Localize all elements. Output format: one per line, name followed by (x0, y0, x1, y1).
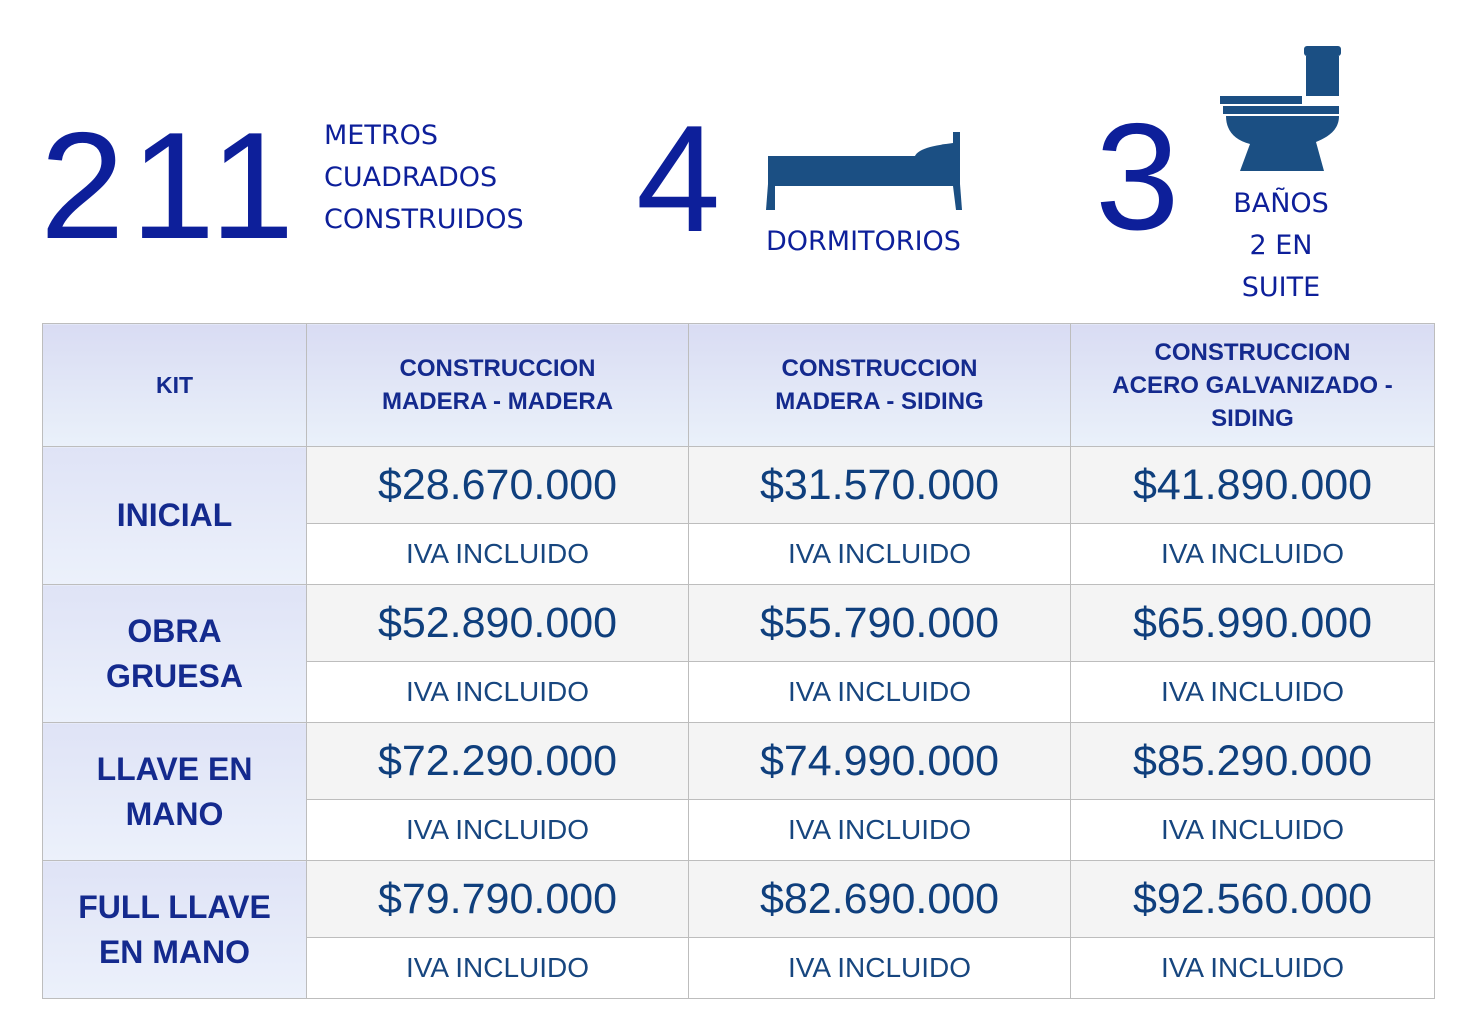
tax-note: IVA INCLUIDO (306, 937, 689, 999)
table-row: OBRA GRUESA $52.890.000 $55.790.000 $65.… (42, 584, 1435, 723)
header-madera-madera: CONSTRUCCION MADERA - MADERA (306, 323, 689, 447)
table-row: INICIAL $28.670.000 $31.570.000 $41.890.… (42, 446, 1435, 585)
tax-note: IVA INCLUIDO (688, 799, 1071, 861)
price-cell: $55.790.000 (688, 584, 1071, 662)
tax-note: IVA INCLUIDO (688, 937, 1071, 999)
bathrooms-label-line: SUITE (1241, 272, 1321, 303)
price-table: KIT CONSTRUCCION MADERA - MADERA CONSTRU… (42, 323, 1435, 999)
tax-note: IVA INCLUIDO (306, 523, 689, 585)
table-row: LLAVE EN MANO $72.290.000 $74.990.000 $8… (42, 722, 1435, 861)
table-header-row: KIT CONSTRUCCION MADERA - MADERA CONSTRU… (42, 323, 1435, 447)
area-label-line: CONSTRUIDOS (324, 204, 524, 235)
table-row: FULL LLAVE EN MANO $79.790.000 $82.690.0… (42, 860, 1435, 999)
table-row: IVA INCLUIDO IVA INCLUIDO IVA INCLUIDO (43, 523, 1435, 585)
area-label-line: CUADRADOS (324, 162, 498, 193)
toilet-icon (1220, 46, 1341, 171)
header-kit: KIT (42, 323, 307, 447)
price-cell: $72.290.000 (306, 722, 689, 800)
price-cell: $92.560.000 (1070, 860, 1435, 938)
tax-note: IVA INCLUIDO (306, 799, 689, 861)
header-madera-siding: CONSTRUCCION MADERA - SIDING (688, 323, 1071, 447)
bed-icon (766, 132, 962, 210)
tax-note: IVA INCLUIDO (1070, 799, 1435, 861)
price-cell: $28.670.000 (306, 446, 689, 524)
bedrooms-value: 4 (636, 94, 723, 264)
bathrooms-label-line: BAÑOS (1233, 188, 1329, 219)
bathrooms-label-line: 2 EN (1249, 230, 1313, 261)
table-row: IVA INCLUIDO IVA INCLUIDO IVA INCLUIDO (43, 661, 1435, 723)
tax-note: IVA INCLUIDO (1070, 523, 1435, 585)
header-acero-siding: CONSTRUCCION ACERO GALVANIZADO - SIDING (1070, 323, 1435, 447)
area-label-line: METROS (324, 120, 438, 151)
area-value: 211 (40, 101, 301, 271)
price-cell: $85.290.000 (1070, 722, 1435, 800)
tax-note: IVA INCLUIDO (688, 523, 1071, 585)
tax-note: IVA INCLUIDO (1070, 661, 1435, 723)
price-cell: $82.690.000 (688, 860, 1071, 938)
bathrooms-label: BAÑOS 2 EN SUITE (1212, 183, 1350, 309)
bathrooms-value: 3 (1095, 92, 1182, 262)
price-cell: $74.990.000 (688, 722, 1071, 800)
table-row: IVA INCLUIDO IVA INCLUIDO IVA INCLUIDO (43, 799, 1435, 861)
tax-note: IVA INCLUIDO (1070, 937, 1435, 999)
bedrooms-label: DORMITORIOS (766, 226, 961, 257)
price-cell: $31.570.000 (688, 446, 1071, 524)
price-cell: $65.990.000 (1070, 584, 1435, 662)
price-cell: $52.890.000 (306, 584, 689, 662)
kit-name: INICIAL (42, 446, 307, 585)
tax-note: IVA INCLUIDO (306, 661, 689, 723)
table-row: IVA INCLUIDO IVA INCLUIDO IVA INCLUIDO (43, 937, 1435, 999)
price-cell: $79.790.000 (306, 860, 689, 938)
area-label: METROS CUADRADOS CONSTRUIDOS (324, 115, 524, 241)
kit-name: LLAVE EN MANO (42, 722, 307, 861)
tax-note: IVA INCLUIDO (688, 661, 1071, 723)
kit-name: OBRA GRUESA (42, 584, 307, 723)
kit-name: FULL LLAVE EN MANO (42, 860, 307, 999)
price-cell: $41.890.000 (1070, 446, 1435, 524)
